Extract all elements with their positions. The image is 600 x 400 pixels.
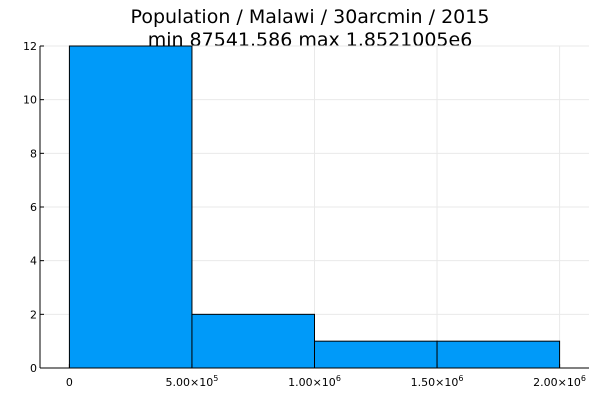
chart-title-line-1: Population / Malawi / 30arcmin / 2015 [131, 6, 490, 28]
x-tick-label: 1.00×106 [288, 374, 341, 389]
y-tick-label: 6 [30, 201, 37, 214]
histogram-bar-1 [68, 45, 193, 369]
y-tick-label: 8 [30, 147, 37, 160]
histogram-bar-2 [191, 313, 315, 369]
histogram-bar-3 [314, 340, 438, 369]
histogram-bar-4 [436, 340, 561, 369]
x-axis-ticks: 0 5.00×105 1.00×106 1.50×106 2.00×106 [66, 364, 586, 389]
y-axis-ticks: 0 2 4 6 8 10 12 [23, 40, 44, 375]
y-tick-label: 10 [23, 94, 37, 107]
y-tick-label: 4 [30, 255, 37, 268]
y-tick-label: 12 [23, 40, 37, 53]
x-tick-exponent: 5 [213, 374, 218, 383]
x-tick-label: 5.00×105 [166, 374, 219, 389]
chart-title-line-2: min 87541.586 max 1.8521005e6 [148, 29, 473, 51]
histogram-bars [68, 45, 561, 369]
x-tick-label: 0 [66, 376, 73, 389]
x-tick-exponent: 6 [458, 374, 463, 383]
y-tick-label: 2 [30, 308, 37, 321]
x-tick-exponent: 6 [336, 374, 341, 383]
x-tick-label: 2.00×106 [533, 374, 586, 389]
y-tick-label: 0 [30, 362, 37, 375]
x-tick-exponent: 6 [581, 374, 586, 383]
x-tick-label: 1.50×106 [411, 374, 464, 389]
